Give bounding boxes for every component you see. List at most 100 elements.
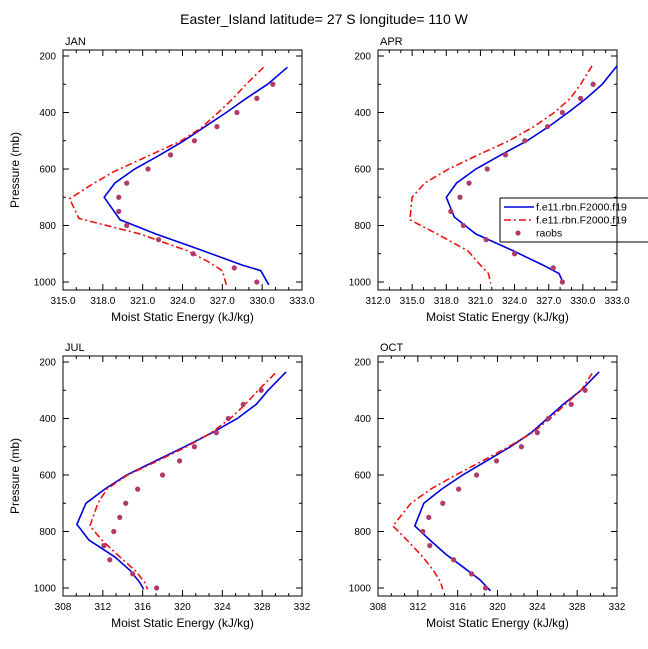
panel-oct: 308 312 316 320 324 328 332 200 400 600 800 1000 OCT…: [349, 342, 626, 630]
y-tick-label: 200: [354, 52, 371, 63]
obs-point: [130, 571, 136, 577]
main-title: Easter_Island latitude= 27 S longitude= …: [180, 11, 468, 27]
obs-point: [559, 279, 565, 285]
x-tick-label: 321.0: [130, 296, 155, 307]
obs-point: [107, 557, 113, 563]
x-tick-label: 328: [254, 602, 271, 613]
x-tick-label: 318.0: [90, 296, 115, 307]
obs-point: [116, 194, 122, 200]
x-tick-label: 312: [94, 602, 111, 613]
obs-point: [502, 152, 509, 158]
x-tick-label: 318.0: [434, 296, 459, 307]
y-tick-label: 800: [39, 527, 56, 538]
obs-point: [582, 387, 588, 393]
legend-marker-dot: [515, 230, 521, 236]
plot-frame: [377, 49, 618, 291]
y-tick-label: 200: [39, 52, 56, 63]
obs-point: [254, 279, 260, 285]
obs-point: [234, 109, 240, 116]
x-tick-label: 316: [134, 602, 151, 613]
x-tick-label: 330.0: [570, 296, 595, 307]
panels: 315.0 318.0 321.0 324.0 327.0 330.0 333.0 200 40…: [8, 36, 630, 630]
obs-point: [254, 95, 260, 101]
x-tick-label: 312.0: [365, 296, 390, 307]
obs-point: [270, 81, 276, 87]
obs-point: [577, 95, 584, 101]
obs-point: [190, 251, 196, 257]
obs-point: [426, 514, 432, 520]
x-tick-label: 320: [174, 602, 191, 613]
x-tick-label: 315.0: [400, 296, 425, 307]
x-tick-label: 324: [214, 602, 231, 613]
y-tick-label: 200: [39, 358, 56, 369]
obs-point: [213, 430, 219, 436]
obs-point: [483, 237, 489, 243]
panel-apr: 312.0 315.0 318.0 321.0 324.0 327.0 330.0 333.0…: [349, 36, 630, 324]
legend-label: f.e11.rbn.F2000.f19: [536, 202, 627, 214]
y-axis-title: Pressure (mb): [8, 132, 22, 208]
x-tick-label: 327.0: [210, 296, 235, 307]
obs-point: [448, 208, 454, 214]
y-tick-label: 800: [39, 221, 56, 232]
obs-point: [116, 208, 122, 214]
legend-label: f.e11.rbn.F2000.f19: [536, 215, 627, 227]
y-tick-label: 200: [354, 358, 371, 369]
y-tick-label: 600: [354, 165, 371, 176]
obs-point: [145, 166, 151, 172]
y-tick-label: 800: [354, 221, 371, 232]
y-tick-label: 1000: [349, 278, 372, 289]
plot-frame: [377, 355, 618, 597]
obs-point: [191, 444, 198, 450]
obs-point: [156, 237, 162, 243]
x-axis-title: Moist Static Energy (kJ/kg): [426, 616, 569, 630]
x-axis-title: Moist Static Energy (kJ/kg): [111, 616, 254, 630]
y-tick-label: 400: [39, 414, 56, 425]
obs-point: [534, 430, 540, 436]
x-tick-label: 320: [489, 602, 506, 613]
obs-point: [123, 500, 129, 506]
x-axis-title: Moist Static Energy (kJ/kg): [426, 310, 569, 324]
obs-point: [550, 265, 556, 271]
obs-point: [451, 557, 457, 563]
obs-point: [111, 528, 117, 535]
obs-point: [176, 458, 183, 464]
model-line-dashed: [409, 65, 593, 284]
obs-point: [135, 486, 141, 492]
panel-label: OCT: [380, 342, 404, 354]
y-tick-label: 1000: [349, 584, 372, 595]
obs-point: [511, 251, 518, 257]
x-tick-label: 324.0: [170, 296, 195, 307]
obs-point: [167, 152, 174, 158]
obs-point: [231, 265, 237, 271]
obs-point: [214, 124, 220, 130]
y-tick-label: 800: [354, 527, 371, 538]
obs-point: [466, 180, 472, 186]
obs-point: [559, 109, 565, 116]
obs-point: [590, 81, 596, 87]
panel-label: APR: [380, 36, 403, 48]
obs-point: [101, 543, 107, 549]
obs-point: [544, 124, 551, 130]
obs-point: [258, 387, 264, 393]
y-axis-title: Pressure (mb): [8, 438, 22, 514]
x-tick-label: 324.0: [502, 296, 527, 307]
y-tick-label: 400: [354, 108, 371, 119]
obs-point: [457, 194, 463, 200]
y-tick-label: 600: [39, 165, 56, 176]
x-tick-label: 332: [609, 602, 626, 613]
obs-point: [427, 543, 433, 549]
x-tick-label: 332: [294, 602, 311, 613]
obs-point: [460, 222, 466, 229]
model-line-dashed: [88, 372, 276, 590]
y-tick-label: 1000: [34, 278, 57, 289]
obs-point: [568, 401, 574, 407]
y-tick-label: 600: [39, 471, 56, 482]
obs-point: [225, 415, 231, 422]
obs-point: [473, 472, 480, 478]
x-tick-label: 321.0: [468, 296, 493, 307]
legend-label: raobs: [536, 228, 562, 240]
x-tick-label: 333.0: [604, 296, 629, 307]
panel-jan: 315.0 318.0 321.0 324.0 327.0 330.0 333.0 200 40…: [8, 36, 315, 324]
obs-point: [420, 528, 426, 535]
